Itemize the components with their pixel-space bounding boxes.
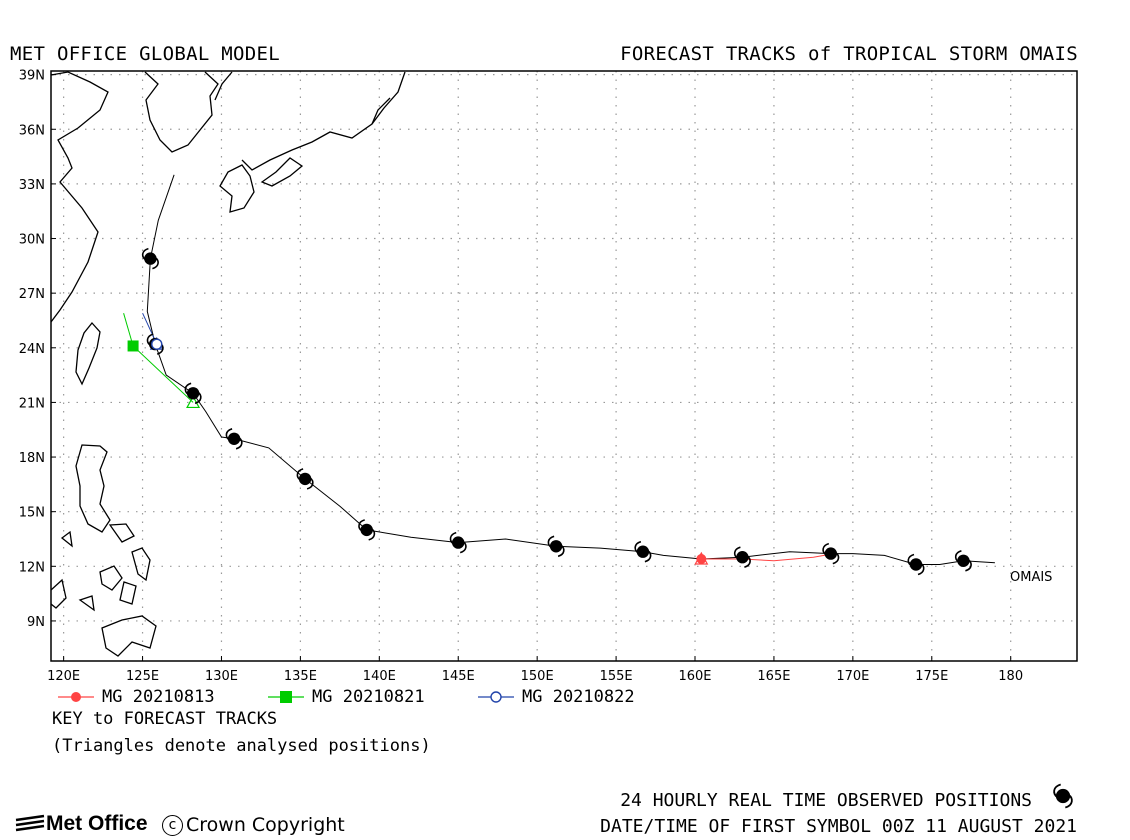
- forecast-track-line: [701, 553, 834, 562]
- tropical-storm-icon: [907, 553, 925, 576]
- legend-entry-mg-20210822: MG 20210822: [476, 687, 635, 707]
- longitude-label: 145E: [442, 669, 475, 684]
- longitude-label: 120E: [47, 669, 80, 684]
- forecast-marker-open-circle: [151, 338, 163, 350]
- latitude-label: 33N: [19, 178, 45, 193]
- longitude-label: 170E: [836, 669, 869, 684]
- forecast-marker-square: [127, 340, 139, 352]
- latitude-label: 24N: [19, 342, 45, 357]
- longitude-label: 125E: [126, 669, 159, 684]
- legend-marker-blue-open-circle: [478, 691, 514, 703]
- latitude-label: 18N: [19, 451, 45, 466]
- longitude-label: 160E: [678, 669, 711, 684]
- latitude-label: 21N: [19, 396, 45, 411]
- storm-name-label: OMAIS: [1010, 570, 1052, 585]
- legend-entry-mg-20210821: MG 20210821: [266, 687, 425, 707]
- met-office-logo-icon: [15, 814, 45, 832]
- tropical-storm-icon: [547, 535, 565, 558]
- tropical-storm-icon: [1053, 783, 1073, 809]
- analysed-position-triangle: [186, 395, 201, 409]
- latitude-label: 39N: [19, 69, 45, 84]
- longitude-label: 175E: [915, 669, 948, 684]
- tropical-storm-icon: [733, 546, 751, 569]
- longitude-label: 165E: [757, 669, 790, 684]
- tropical-storm-icon: [954, 549, 972, 572]
- right-title: FORECAST TRACKS of TROPICAL STORM OMAIS: [620, 43, 1078, 65]
- first-symbol-datetime: DATE/TIME OF FIRST SYMBOL 00Z 11 AUGUST …: [600, 816, 1077, 837]
- logo-text: Met Office: [46, 812, 148, 835]
- tropical-storm-icon: [634, 540, 652, 563]
- key-note: (Triangles denote analysed positions): [52, 736, 431, 756]
- key-title: KEY to FORECAST TRACKS: [52, 709, 278, 729]
- longitude-label: 150E: [521, 669, 554, 684]
- longitude-label: 155E: [600, 669, 633, 684]
- copyright-text: Crown Copyright: [186, 814, 345, 836]
- left-title: MET OFFICE GLOBAL MODEL: [10, 43, 280, 65]
- longitude-label: 130E: [205, 669, 238, 684]
- graticule-grid: [51, 71, 1077, 661]
- copyright: c Crown Copyright: [162, 814, 345, 836]
- observed-track-line: [146, 174, 995, 565]
- latitude-label: 27N: [19, 287, 45, 302]
- coastlines: [51, 71, 406, 657]
- legend-label: MG 20210813: [102, 687, 215, 707]
- met-office-logo: Met Office: [14, 812, 148, 836]
- axis-labels: 39N 36N 33N 30N 27N 24N 21N 18N 15N 12N 9N 120E 125E…: [19, 69, 1023, 684]
- latitude-label: 30N: [19, 233, 45, 248]
- tropical-storm-icon: [296, 468, 314, 490]
- copyright-icon: c: [162, 814, 183, 836]
- storm-tracks: [123, 174, 995, 576]
- map-frame: [50, 70, 1078, 662]
- legend-entry-mg-20210813: MG 20210813: [56, 687, 215, 707]
- legend-label: MG 20210821: [312, 687, 425, 707]
- latitude-label: 36N: [19, 123, 45, 138]
- tropical-storm-icon: [449, 531, 467, 554]
- latitude-label: 9N: [27, 615, 45, 630]
- forecast-track-line: [123, 313, 194, 403]
- longitude-label: 135E: [284, 669, 317, 684]
- legend-marker-green-square: [268, 691, 304, 703]
- observed-positions-text: 24 HOURLY REAL TIME OBSERVED POSITIONS: [620, 790, 1032, 811]
- longitude-label: 180: [998, 669, 1023, 684]
- legend-marker-red-circle: [58, 692, 94, 702]
- forecast-marker-circle: [696, 554, 707, 565]
- latitude-label: 12N: [19, 560, 45, 575]
- legend-label: MG 20210822: [522, 687, 635, 707]
- longitude-label: 140E: [363, 669, 396, 684]
- tropical-storm-icon: [225, 427, 243, 450]
- tropical-storm-icon: [822, 542, 840, 565]
- latitude-label: 15N: [19, 506, 45, 521]
- tropical-storm-icon: [358, 519, 376, 541]
